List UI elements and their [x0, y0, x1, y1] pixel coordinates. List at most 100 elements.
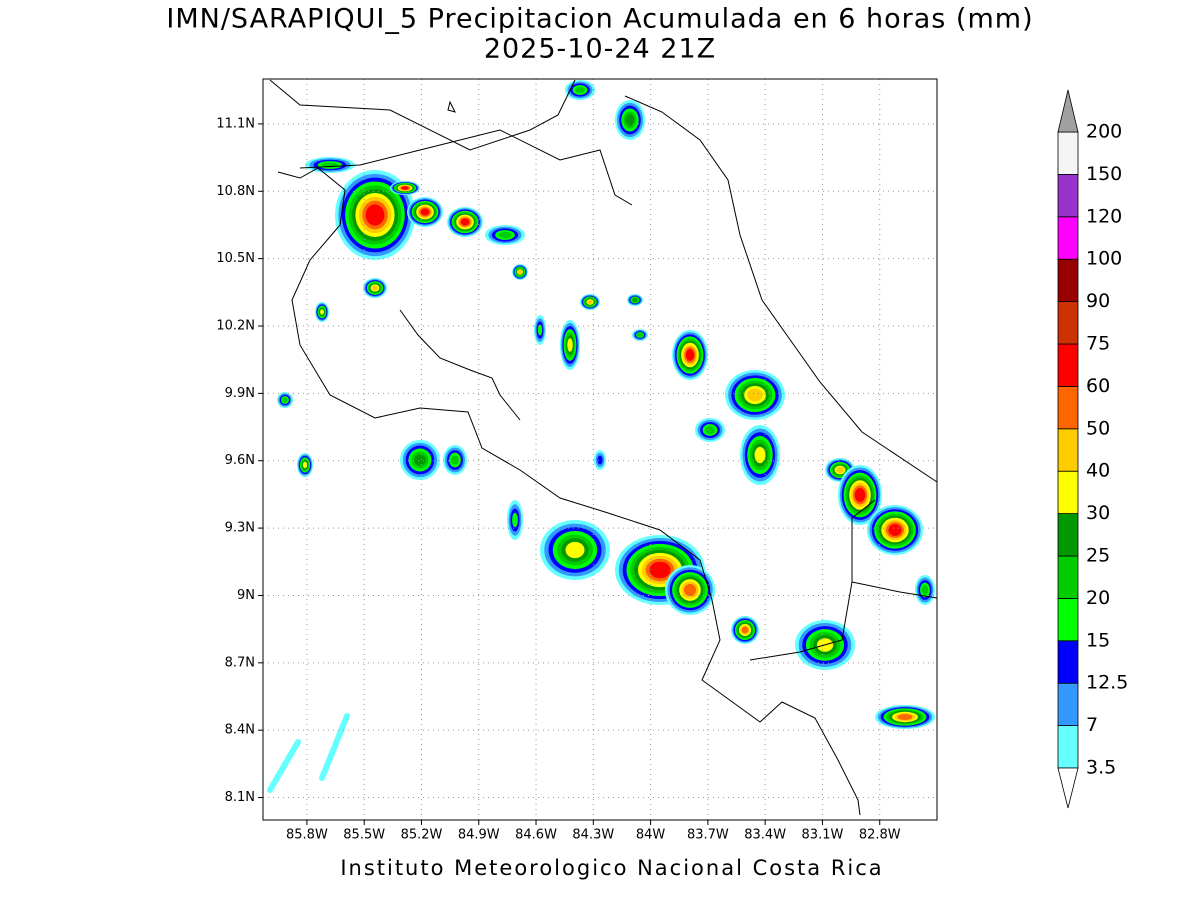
y-tick-label: 11.1N — [216, 116, 255, 131]
colorbar-box — [1057, 343, 1079, 387]
coastline — [399, 309, 521, 421]
precip-contour — [512, 512, 518, 528]
precip-contour — [854, 487, 866, 503]
precip-contour — [365, 204, 385, 226]
x-tick-label: 83.1W — [802, 828, 844, 843]
colorbar-label: 60 — [1086, 375, 1110, 397]
precip-contour — [632, 298, 638, 302]
colorbar-box — [1057, 131, 1079, 175]
colorbar-box — [1057, 598, 1079, 642]
colorbar-label: 50 — [1086, 417, 1110, 439]
coastline — [624, 95, 938, 483]
x-tick-label: 85.8W — [286, 828, 328, 843]
precip-contour — [282, 397, 288, 403]
precip-contour — [567, 338, 573, 352]
border — [749, 499, 938, 661]
precip-contour — [921, 585, 929, 595]
y-tick-label: 9.6N — [225, 453, 255, 468]
x-tick-label: 84.6W — [515, 828, 557, 843]
precip-contour — [371, 285, 379, 291]
island — [447, 100, 456, 113]
precip-contour — [498, 231, 512, 239]
y-tick-label: 9N — [237, 588, 255, 603]
precip-streak — [267, 739, 301, 793]
colorbar-box — [1057, 682, 1079, 727]
precip-contour — [460, 218, 470, 226]
coastlines — [269, 79, 938, 816]
y-tick-label: 10.5N — [216, 251, 255, 266]
x-tick-label: 85.2W — [401, 828, 443, 843]
precip-contour — [705, 426, 715, 434]
colorbar-box — [1057, 301, 1079, 345]
precip-contour — [414, 454, 426, 466]
title: IMN/SARAPIQUI_5 Precipitacion Acumulada … — [166, 4, 1033, 35]
precip-contour — [517, 269, 523, 275]
precip-contour — [888, 524, 902, 536]
colorbar-label: 75 — [1086, 333, 1110, 355]
colorbar-label: 7 — [1086, 714, 1098, 736]
colorbar-box — [1057, 173, 1079, 218]
x-tick-label: 84.9W — [458, 828, 500, 843]
precip-contour — [897, 714, 913, 720]
precip-contour — [597, 455, 603, 465]
precip-contour — [747, 388, 763, 402]
colorbar-label: 30 — [1086, 502, 1110, 524]
colorbar-label: 12.5 — [1086, 672, 1128, 694]
x-tick-label: 83.4W — [744, 828, 786, 843]
x-tick-label: 84W — [636, 828, 666, 843]
colorbar-box — [1057, 725, 1079, 769]
subtitle: 2025-10-24 21Z — [484, 34, 716, 65]
precip-contour — [754, 446, 766, 464]
y-tick-label: 9.3N — [225, 521, 255, 536]
colorbar-box — [1057, 640, 1079, 684]
colorbar-under — [1057, 767, 1079, 809]
y-tick-label: 10.8N — [216, 184, 255, 199]
precip-contour — [451, 455, 459, 465]
precip-contour — [836, 466, 844, 474]
precip-contour — [685, 349, 695, 361]
precip-contour — [683, 583, 697, 597]
precip-contour — [401, 186, 409, 190]
precip-contour — [649, 561, 671, 579]
colorbar-label: 25 — [1086, 545, 1110, 567]
colorbar-label: 3.5 — [1086, 757, 1116, 779]
x-tick-label: 84.3W — [572, 828, 614, 843]
map-frame — [262, 78, 938, 821]
coastline — [269, 79, 576, 151]
precip-contour — [637, 333, 643, 337]
x-tick-label: 85.5W — [343, 828, 385, 843]
colorbar-box — [1057, 470, 1079, 515]
x-tick-label: 82.8W — [859, 828, 901, 843]
precip-streak — [319, 713, 350, 781]
colorbar-box — [1057, 513, 1079, 557]
colorbar-box — [1057, 555, 1079, 599]
coastline — [277, 167, 861, 816]
x-tick-label: 83.7W — [687, 828, 729, 843]
colorbar-box — [1057, 216, 1079, 260]
colorbar-label: 20 — [1086, 587, 1110, 609]
colorbar-label: 90 — [1086, 290, 1110, 312]
precip-contour — [625, 114, 635, 126]
colorbar-label: 15 — [1086, 629, 1110, 651]
y-tick-label: 8.4N — [225, 723, 255, 738]
colorbar-label: 150 — [1086, 163, 1122, 185]
border — [299, 129, 633, 206]
precip-contour — [420, 208, 430, 216]
precip-contour — [302, 461, 308, 469]
y-tick-label: 9.9N — [225, 386, 255, 401]
precip-contour — [320, 309, 324, 315]
precip-field — [267, 80, 935, 793]
y-tick-label: 8.1N — [225, 790, 255, 805]
footer: Instituto Meteorologico Nacional Costa R… — [340, 856, 883, 880]
y-tick-label: 10.2N — [216, 319, 255, 334]
precip-contour — [587, 299, 593, 305]
y-tick-label: 8.7N — [225, 655, 255, 670]
precip-contour — [537, 324, 543, 336]
precip-contour — [565, 541, 585, 559]
colorbar-box — [1057, 428, 1079, 472]
precip-contour — [741, 626, 749, 634]
colorbar-label: 40 — [1086, 460, 1110, 482]
colorbar-box — [1057, 385, 1079, 430]
grid — [263, 79, 937, 820]
